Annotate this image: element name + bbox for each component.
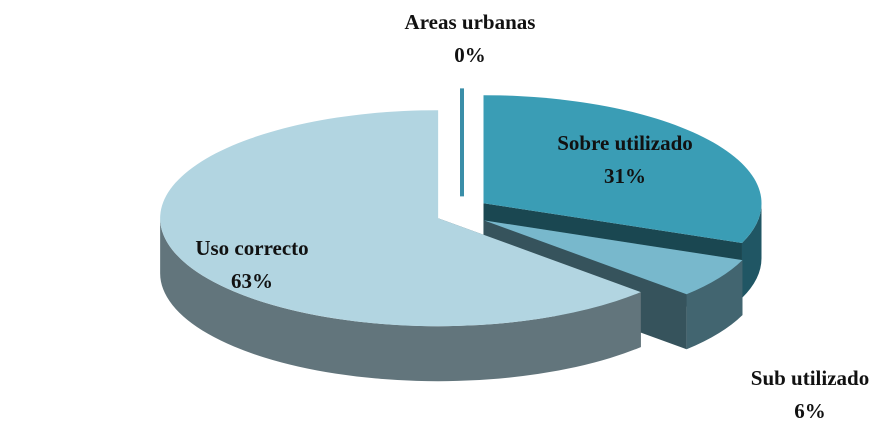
slice-side (741, 203, 762, 298)
slice (160, 110, 641, 327)
slice-value-label: 0% (454, 43, 486, 67)
slice (483, 95, 762, 243)
slice-label: Uso correcto (195, 236, 308, 260)
slice (483, 220, 743, 295)
slice-label: Sub utilizado (751, 366, 869, 390)
slice-value-label: 63% (231, 269, 273, 293)
slice-side (686, 260, 743, 350)
slice-label: Areas urbanas (405, 10, 536, 34)
slice-side (160, 218, 641, 382)
slice-value-label: 6% (794, 399, 826, 423)
slice-value-label: 31% (604, 164, 646, 188)
slice-label: Sobre utilizado (557, 131, 693, 155)
